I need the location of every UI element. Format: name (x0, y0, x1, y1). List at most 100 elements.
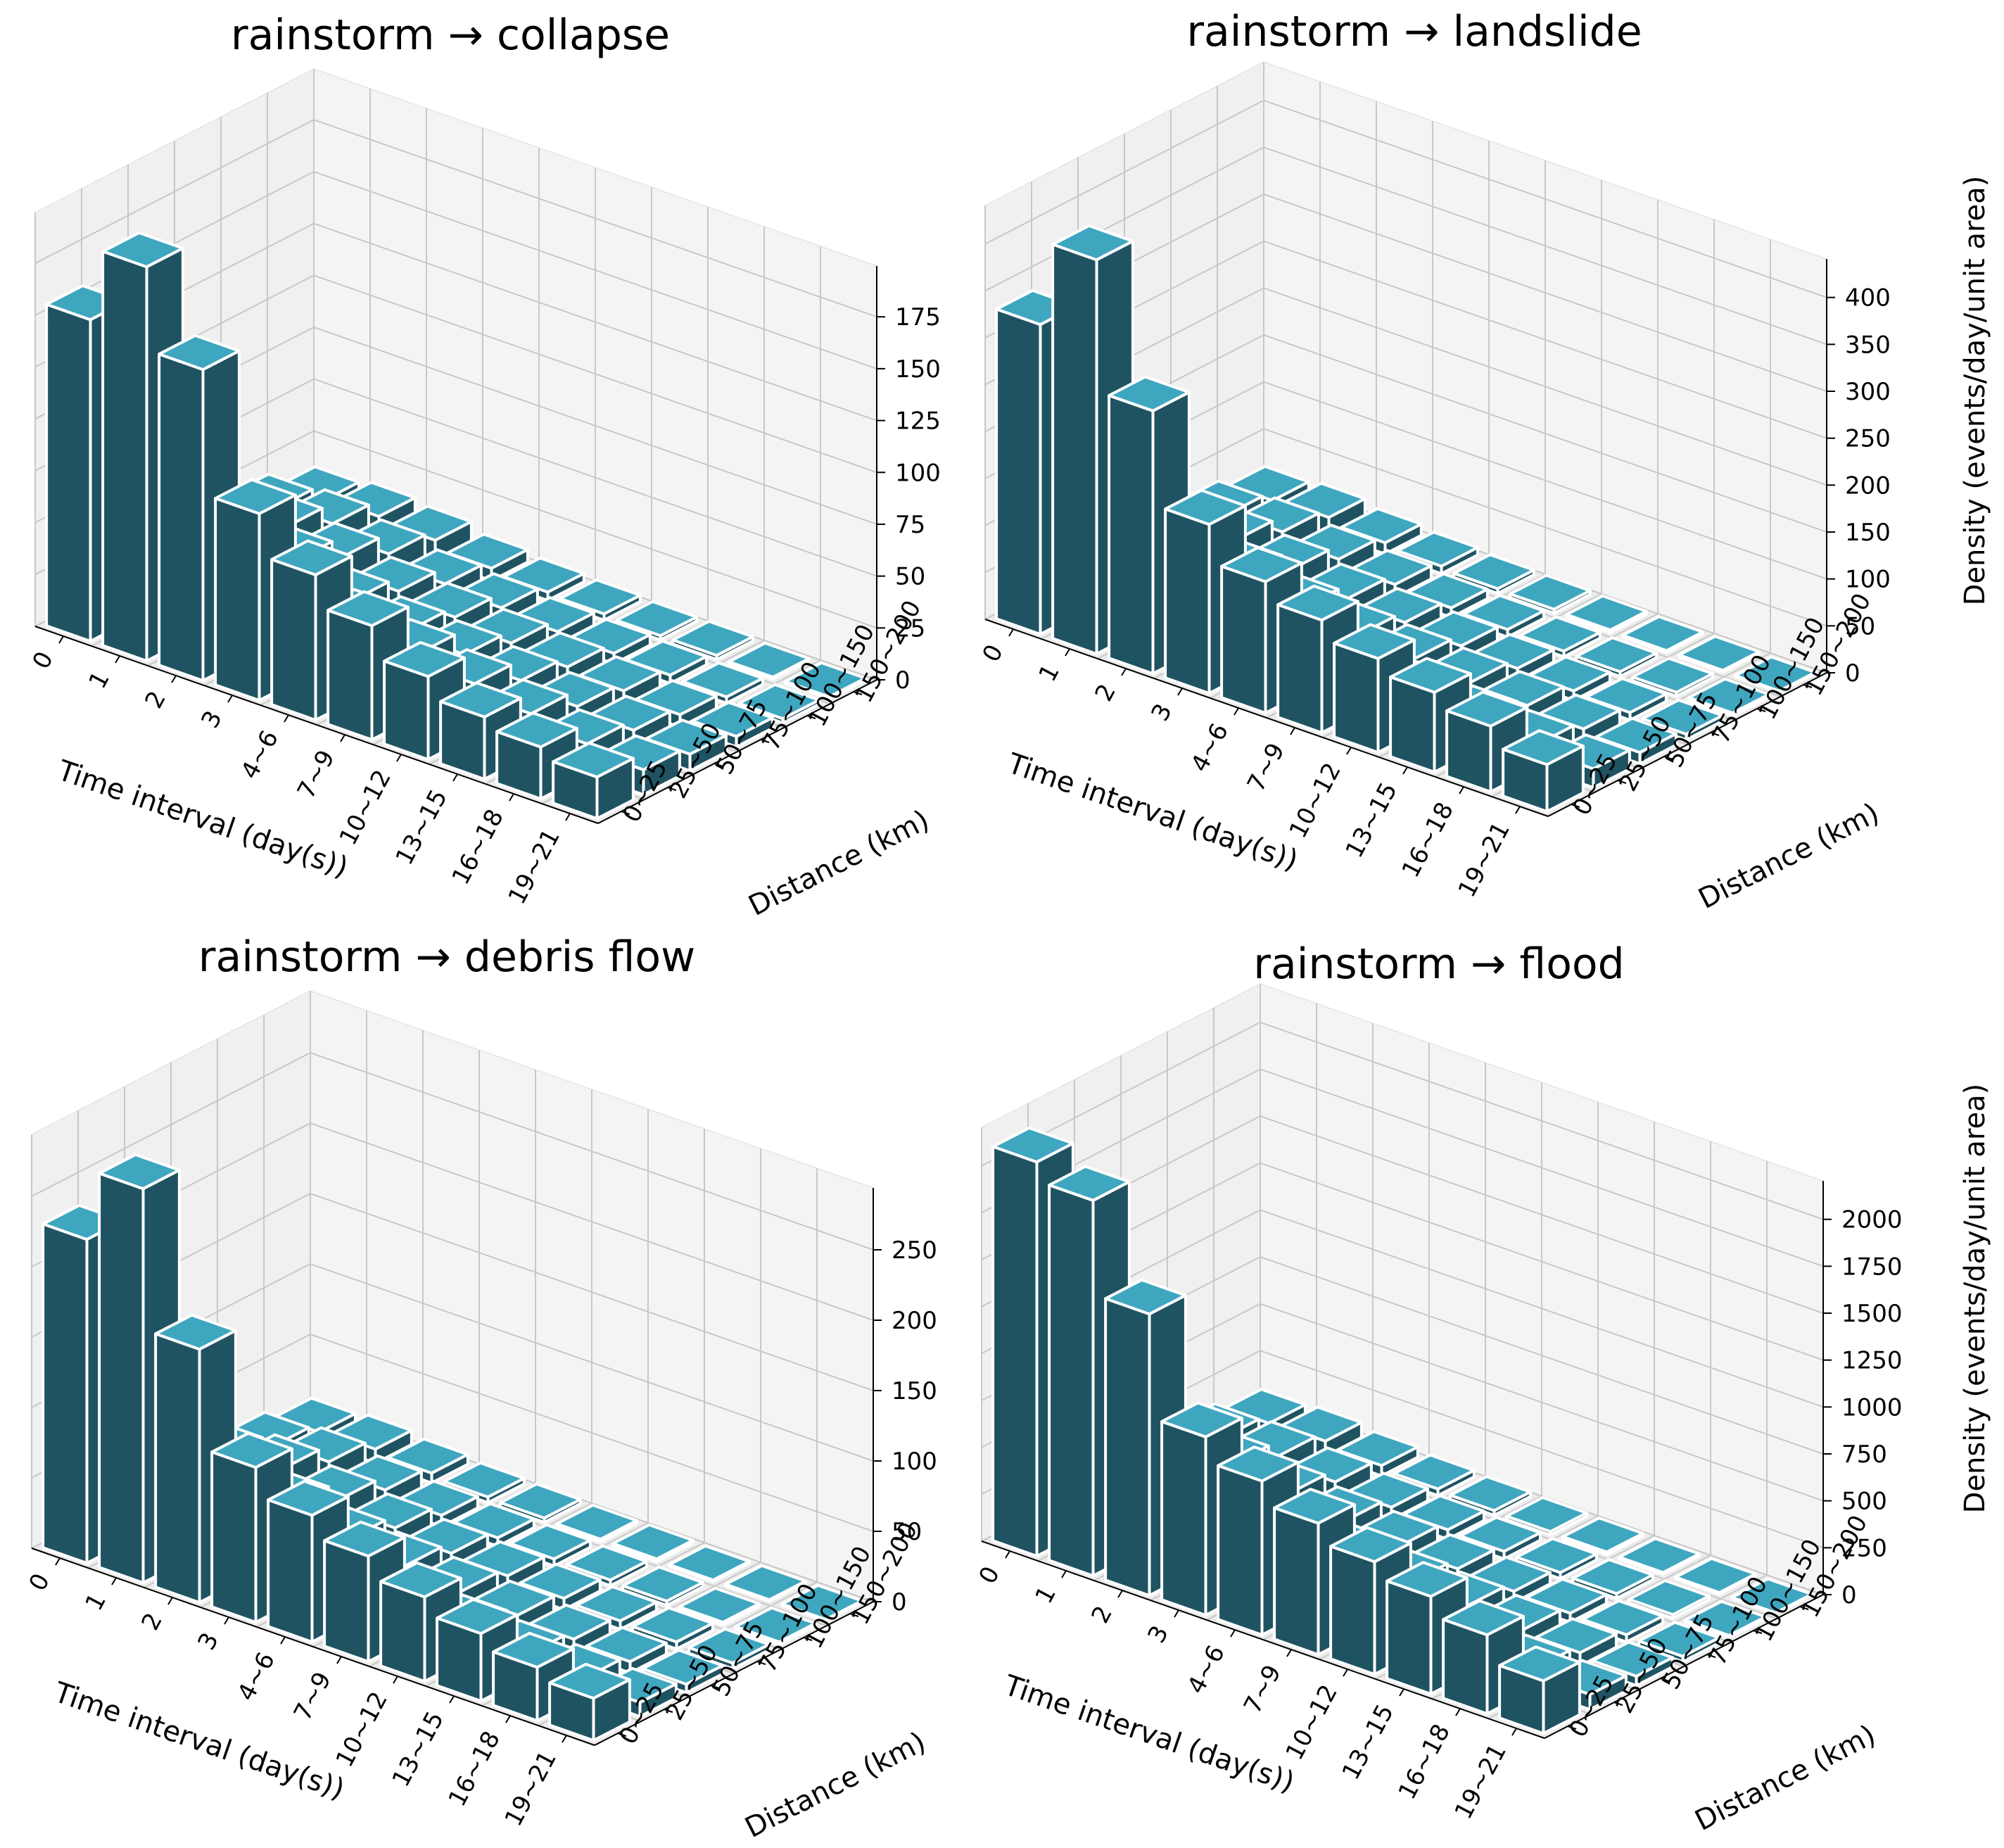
bar-top-face (1048, 1165, 1131, 1202)
bar-top-face (1273, 1488, 1356, 1525)
bar-top-face (1393, 1453, 1476, 1491)
time-tick-mark (224, 1616, 229, 1625)
bar-top-face (267, 1479, 350, 1517)
bar-top-face (1565, 594, 1648, 632)
bar (1509, 574, 1592, 615)
distance-axis-label: Distance (km) (1690, 1719, 1881, 1837)
bar (724, 1564, 807, 1603)
time-tick-mark (509, 793, 514, 802)
time-tick-label: 0 (973, 1562, 1005, 1588)
distance-axis-label: Distance (km) (740, 1726, 931, 1844)
bar-top-face (1385, 1561, 1469, 1598)
time-tick-label: 3 (1142, 1621, 1174, 1647)
bar-front-face (1333, 642, 1380, 754)
distance-tick-mark (1567, 1726, 1577, 1730)
time-tick-label: 16~18 (1393, 1719, 1456, 1804)
bar (671, 619, 754, 662)
grid-line (981, 1021, 1824, 1220)
time-axis-line (31, 1548, 595, 1746)
distance-axis-line (1547, 672, 1827, 817)
bar-top-face (734, 1606, 817, 1644)
density-tick-label: 350 (1845, 331, 1891, 359)
density-axis-label: Density (events/day/unit area) (1959, 176, 1991, 606)
bar-front-face (1273, 1506, 1320, 1657)
bar-top-face (1674, 1557, 1757, 1594)
time-tick-mark (280, 1636, 286, 1645)
bar (1631, 657, 1714, 698)
density-tick-label: 750 (1841, 1441, 1887, 1469)
bar-top-face (621, 1565, 704, 1603)
bar-top-face (1641, 698, 1724, 736)
bar (1734, 655, 1817, 694)
time-tick-mark (111, 1577, 117, 1586)
distance-tick-mark (806, 715, 816, 719)
bar-top-face (1333, 623, 1416, 660)
time-tick-label: 10~12 (1281, 1680, 1343, 1764)
bar-front-face (1385, 1579, 1433, 1696)
distance-axis-label: Distance (km) (1694, 797, 1884, 916)
bar-top-face (681, 662, 764, 699)
bar-top-face (1104, 1278, 1187, 1316)
bar-top-face (1575, 636, 1658, 673)
distance-tick-mark (1613, 1702, 1623, 1706)
bar-top-face (436, 1597, 519, 1635)
bar-top-face (1452, 553, 1535, 590)
bar-top-face (1734, 655, 1817, 692)
bar-front-face (101, 250, 148, 663)
time-tick-label: 19~21 (1450, 1739, 1512, 1823)
time-tick-mark (1174, 1609, 1179, 1618)
bar-top-face (559, 578, 642, 616)
bar-top-face (386, 1437, 469, 1475)
time-tick-label: 3 (196, 706, 227, 733)
time-tick-label: 1 (80, 1588, 111, 1615)
bar-top-face (728, 641, 811, 679)
bar (1502, 729, 1585, 814)
distance-tick-mark (1706, 1654, 1716, 1658)
bar-top-face (101, 231, 184, 269)
bar-top-face (1730, 1577, 1813, 1614)
time-tick-label: 0 (23, 1569, 55, 1595)
bar-front-face (991, 1145, 1039, 1558)
time-tick-mark (1117, 1590, 1123, 1598)
time-tick-mark (1399, 1688, 1404, 1697)
time-tick-mark (167, 1597, 173, 1605)
bar-top-face (1687, 677, 1770, 715)
time-tick-mark (1121, 668, 1127, 676)
density-tick-label: 400 (1845, 284, 1891, 312)
density-tick-label: 250 (892, 1236, 937, 1265)
bar-front-face (1160, 1420, 1207, 1617)
bar-front-face (210, 1450, 258, 1624)
bar-top-face (210, 1431, 293, 1469)
bar-top-face (1051, 224, 1134, 262)
bar-front-face (1048, 1184, 1095, 1578)
grid-line (31, 1051, 874, 1251)
time-tick-label: 7~9 (288, 1667, 337, 1725)
bar-top-face (1217, 1445, 1300, 1483)
density-tick-label: 250 (1845, 425, 1891, 453)
time-tick-label: 19~21 (503, 824, 566, 909)
time-tick-label: 2 (136, 1608, 167, 1635)
bar-top-face (1505, 1496, 1588, 1533)
bar-top-face (499, 1482, 582, 1520)
bar (1621, 615, 1704, 654)
bar-top-face (687, 1627, 770, 1665)
time-tick-label: 2 (1089, 679, 1121, 706)
bar (621, 1565, 704, 1607)
bar (687, 1627, 770, 1671)
bar-front-face (98, 1172, 145, 1585)
distance-tick-mark (1617, 780, 1627, 784)
time-axis-line (34, 626, 599, 824)
time-tick-label: 7~9 (1242, 738, 1290, 796)
time-tick-label: 2 (1086, 1601, 1117, 1628)
time-tick-mark (1343, 1669, 1348, 1677)
bar-top-face (323, 1520, 406, 1558)
bar-top-face (1631, 657, 1714, 694)
density-tick-label: 50 (895, 563, 925, 591)
time-tick-label: 1 (1033, 659, 1065, 686)
time-tick-mark (340, 734, 345, 742)
bar-top-face (154, 1313, 237, 1351)
bar (784, 661, 867, 701)
bar-top-face (1276, 584, 1359, 622)
bar-top-face (214, 478, 297, 515)
